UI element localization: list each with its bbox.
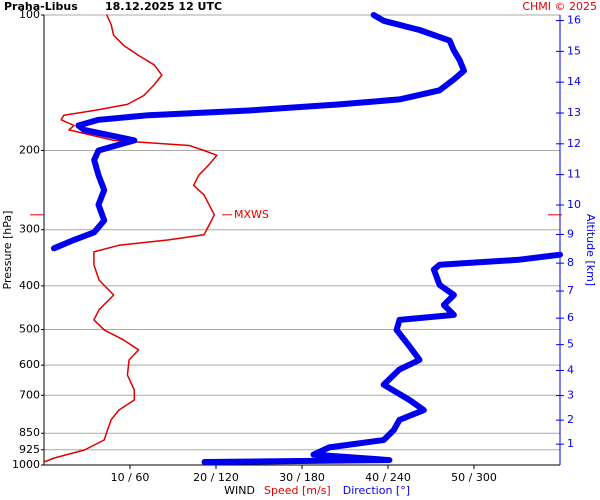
y2-tick-label: 7 xyxy=(567,284,574,297)
y2-tick-label: 15 xyxy=(567,44,581,57)
y2-tick-label: 11 xyxy=(567,168,581,181)
y-tick-label: 1000 xyxy=(12,458,40,471)
y2-tick-label: 3 xyxy=(567,389,574,402)
y2-tick-label: 5 xyxy=(567,338,574,351)
y-axis-title: Pressure [hPa] xyxy=(1,211,14,290)
y2-tick-label: 8 xyxy=(567,256,574,269)
x-tick-label: 30 / 180 xyxy=(279,471,325,484)
y2-axis-title: Altitude [km] xyxy=(584,214,597,286)
y-tick-label: 500 xyxy=(19,323,40,336)
y-tick-label: 700 xyxy=(19,388,40,401)
y2-tick-label: 4 xyxy=(567,363,574,376)
x-tick-label: 50 / 300 xyxy=(451,471,497,484)
annotation: MXWS xyxy=(234,208,269,221)
x-tick-label: 40 / 240 xyxy=(365,471,411,484)
y-tick-label: 200 xyxy=(19,143,40,156)
y-tick-label: 400 xyxy=(19,279,40,292)
legend-label: Speed [m/s] xyxy=(264,484,331,497)
x-tick-label: 10 / 60 xyxy=(111,471,150,484)
y2-tick-label: 9 xyxy=(567,227,574,240)
legend-label: Direction [°] xyxy=(343,484,410,497)
credit: CHMI © 2025 xyxy=(522,0,597,13)
x-axis-title: WIND xyxy=(224,484,255,497)
data-line xyxy=(51,12,563,465)
y2-tick-label: 14 xyxy=(567,75,581,88)
y2-tick-label: 6 xyxy=(567,311,574,324)
y-tick-label: 925 xyxy=(19,443,40,456)
y2-tick-label: 1 xyxy=(567,437,574,450)
y-tick-label: 850 xyxy=(19,426,40,439)
y2-tick-label: 10 xyxy=(567,198,581,211)
y2-tick-label: 12 xyxy=(567,137,581,150)
chart-subtitle: 18.12.2025 12 UTC xyxy=(105,0,222,13)
y2-tick-label: 16 xyxy=(567,14,581,27)
x-tick-label: 20 / 120 xyxy=(193,471,239,484)
y-tick-label: 300 xyxy=(19,223,40,236)
y2-tick-label: 13 xyxy=(567,106,581,119)
y2-tick-label: 2 xyxy=(567,413,574,426)
chart-title: Praha-Libus xyxy=(4,0,78,13)
y-tick-label: 100 xyxy=(19,8,40,21)
data-line xyxy=(43,14,218,463)
y-tick-label: 600 xyxy=(19,358,40,371)
